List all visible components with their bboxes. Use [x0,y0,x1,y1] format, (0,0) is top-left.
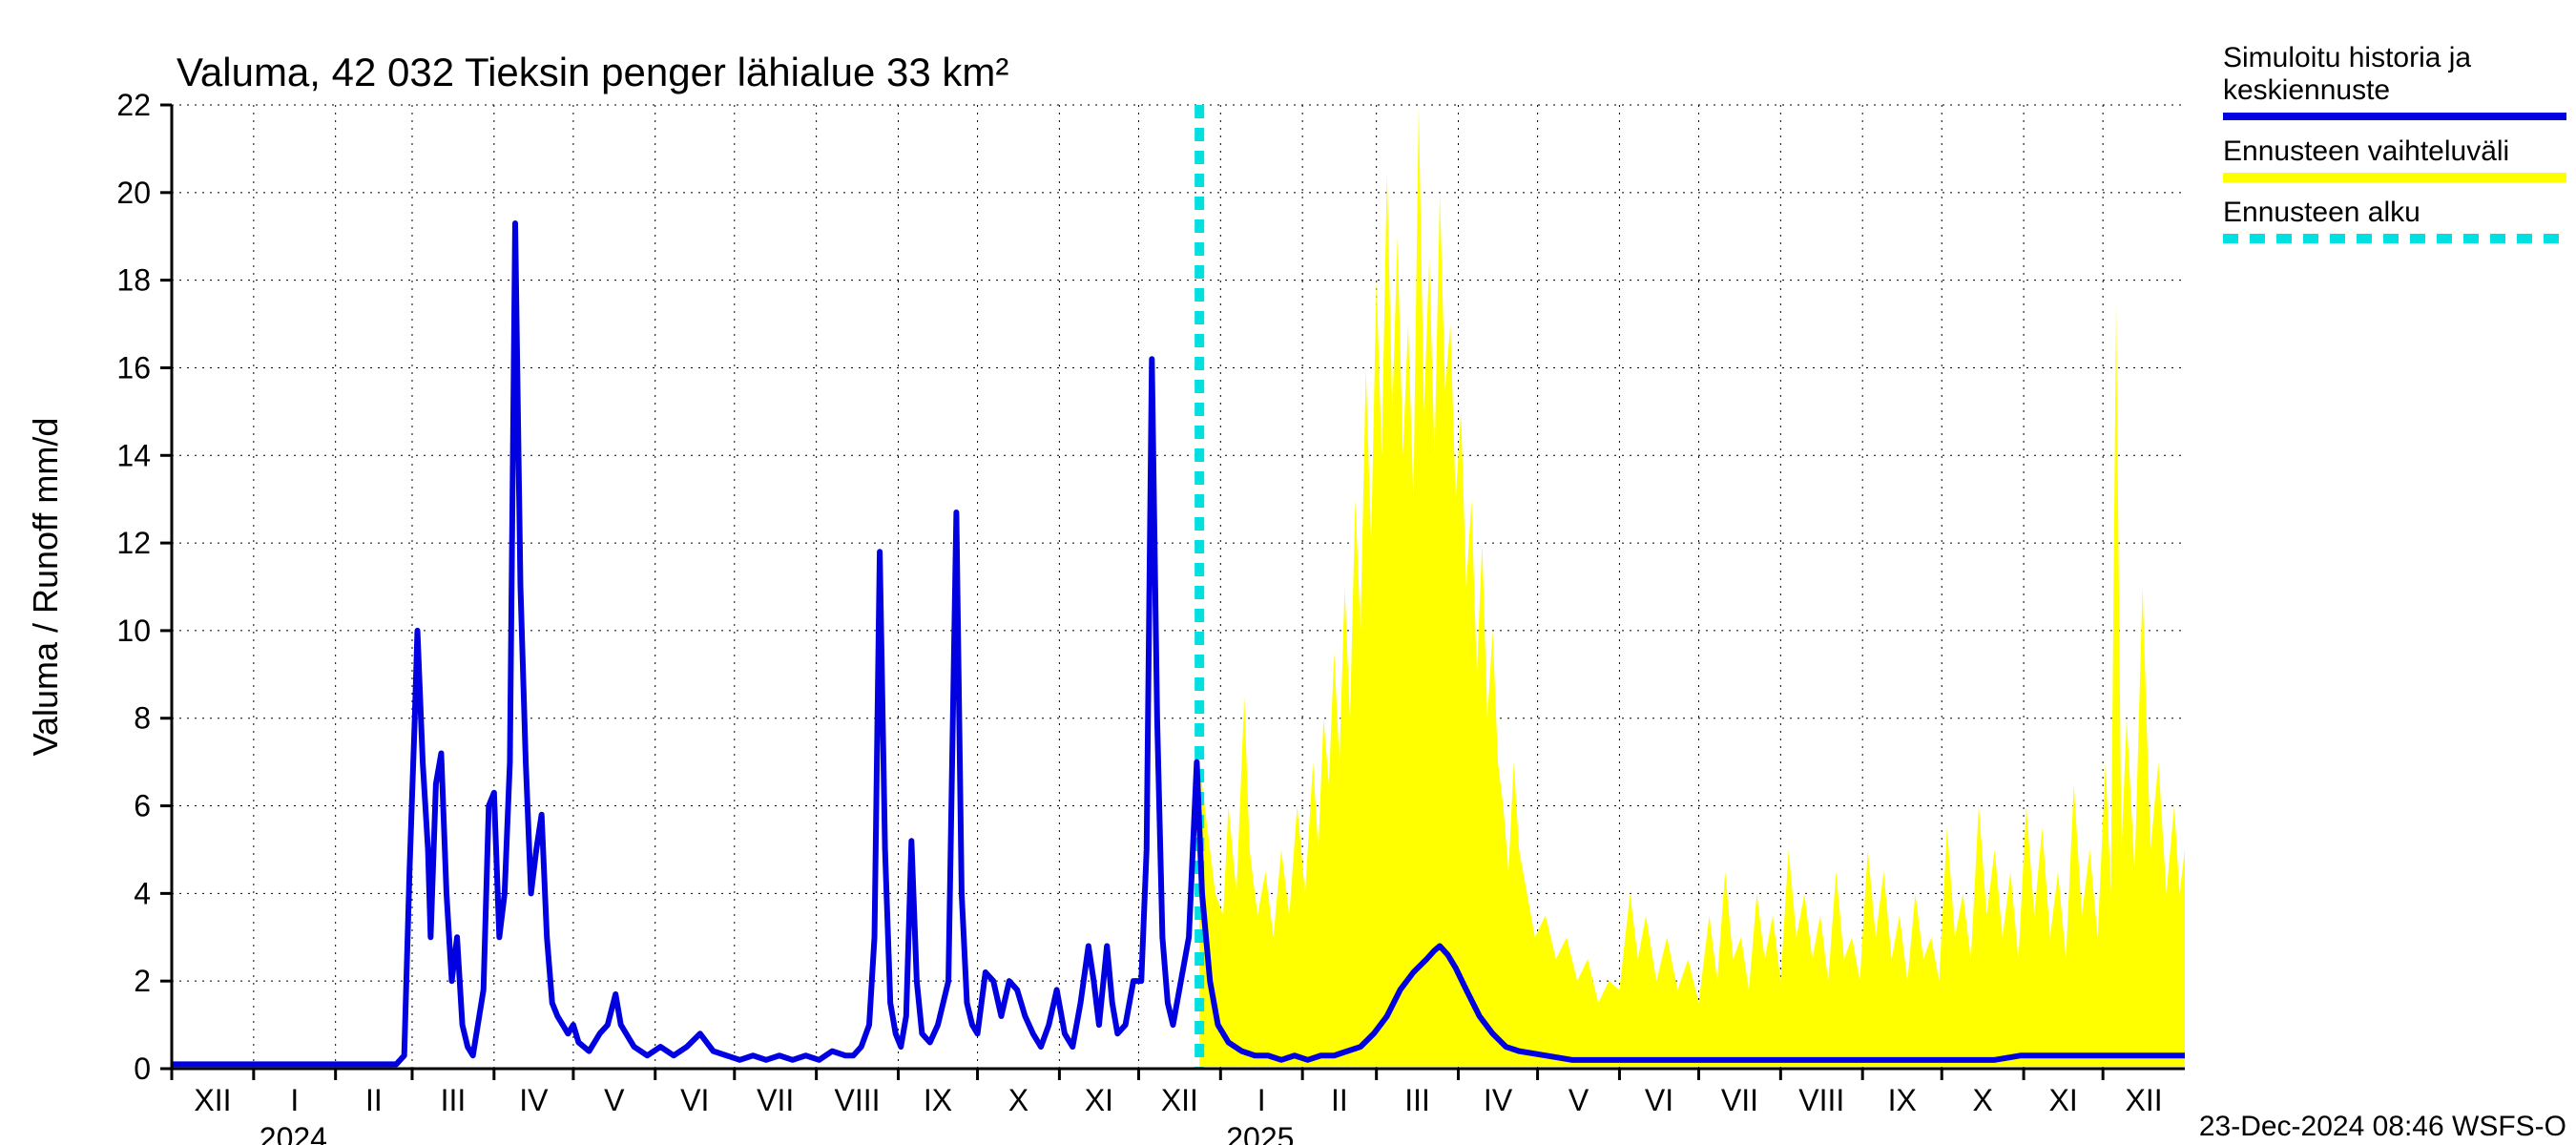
x-tick-label: I [1257,1083,1266,1117]
y-tick-label: 16 [116,350,151,385]
y-tick-label: 12 [116,526,151,560]
y-tick-label: 0 [134,1051,151,1086]
runoff-chart: 0246810121416182022XIIIIIIIIIVVVIVIIVIII… [0,0,2576,1145]
x-tick-label: VII [1721,1083,1758,1117]
y-tick-label: 20 [116,176,151,210]
x-tick-label: XII [2126,1083,2163,1117]
y-tick-label: 4 [134,876,151,910]
y-tick-label: 8 [134,701,151,736]
x-tick-label: II [365,1083,383,1117]
chart-title: Valuma, 42 032 Tieksin penger lähialue 3… [177,50,1008,94]
legend-label: keskiennuste [2223,74,2390,106]
x-tick-label: XII [1161,1083,1198,1117]
x-tick-label: I [290,1083,299,1117]
y-tick-label: 22 [116,88,151,122]
x-tick-label: III [1404,1083,1430,1117]
x-tick-label: VIII [1798,1083,1844,1117]
chart-footer: 23-Dec-2024 08:46 WSFS-O [2199,1111,2566,1142]
x-tick-label: IV [519,1083,549,1117]
y-tick-label: 2 [134,964,151,998]
x-tick-label: XI [1085,1083,1113,1117]
x-tick-label: IX [924,1083,952,1117]
x-tick-label: VI [1645,1083,1673,1117]
x-tick-label: V [604,1083,625,1117]
x-tick-label: IV [1484,1083,1513,1117]
y-tick-label: 14 [116,438,151,472]
x-tick-label: V [1568,1083,1589,1117]
x-tick-label: X [1008,1083,1028,1117]
x-tick-label: VIII [835,1083,881,1117]
y-tick-label: 6 [134,789,151,823]
legend-label: Ennusteen alku [2223,197,2420,228]
x-tick-label: XII [194,1083,231,1117]
y-tick-label: 18 [116,263,151,298]
legend-label: Ennusteen vaihteluväli [2223,135,2509,167]
chart-svg: 0246810121416182022XIIIIIIIIIVVVIVIIVIII… [0,0,2576,1145]
legend-label: Simuloitu historia ja [2223,42,2471,73]
x-tick-label: II [1331,1083,1348,1117]
x-tick-label: XI [2049,1083,2078,1117]
x-tick-label: X [1972,1083,1992,1117]
x-tick-label: VI [680,1083,709,1117]
year-label: 2024 [260,1121,327,1145]
y-axis-label: Valuma / Runoff mm/d [26,418,65,757]
x-tick-label: IX [1888,1083,1917,1117]
y-tick-label: 10 [116,614,151,648]
year-label: 2025 [1226,1121,1294,1145]
x-tick-label: VII [757,1083,794,1117]
x-tick-label: III [441,1083,467,1117]
